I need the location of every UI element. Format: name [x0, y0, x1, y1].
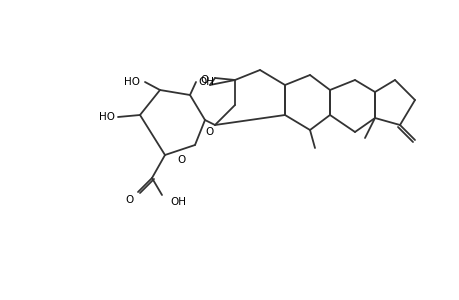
Text: OH: OH: [197, 77, 213, 87]
Text: HO: HO: [124, 77, 140, 87]
Text: OH: OH: [170, 197, 185, 207]
Text: O: O: [126, 195, 134, 205]
Text: O: O: [178, 155, 186, 165]
Text: O: O: [206, 127, 213, 137]
Text: HO: HO: [99, 112, 115, 122]
Text: O: O: [201, 75, 209, 85]
